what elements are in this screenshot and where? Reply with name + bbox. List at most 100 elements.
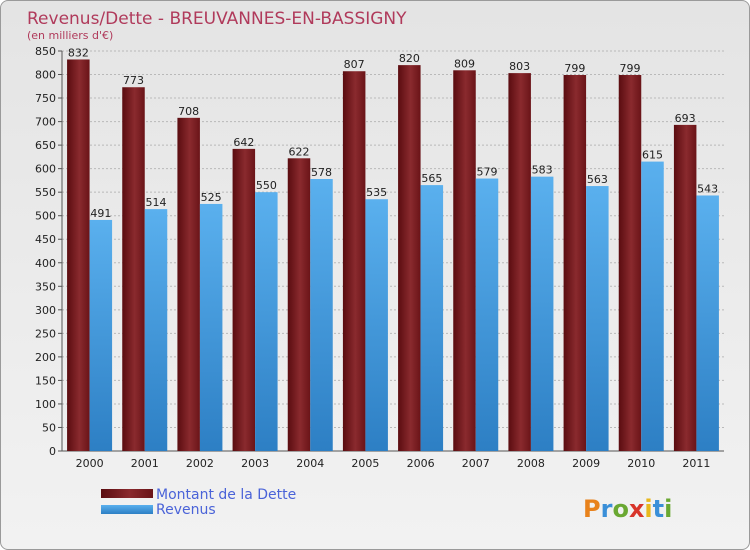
x-tick-label: 2006 xyxy=(407,457,435,470)
bar-revenus-2011 xyxy=(696,195,719,451)
legend-label-debt: Montant de la Dette xyxy=(156,487,296,503)
bar-revenus-2000 xyxy=(89,219,113,451)
bar-debt-2008 xyxy=(508,73,531,451)
bar-debt-2000 xyxy=(67,59,90,452)
data-label-revenus-2008: 583 xyxy=(532,164,553,177)
bar-revenus-2004 xyxy=(310,179,333,451)
bar-debt-2003 xyxy=(232,148,256,451)
logo-letter: x xyxy=(629,495,645,523)
bar-revenus-2009 xyxy=(586,186,609,451)
x-tick-label: 2008 xyxy=(517,457,545,470)
bar-revenus-2002 xyxy=(199,203,223,451)
x-tick-label: 2009 xyxy=(572,457,600,470)
data-label-revenus-2003: 550 xyxy=(256,179,277,192)
logo-letter: i xyxy=(664,495,672,523)
data-label-debt-2010: 799 xyxy=(620,62,641,75)
logo-letter: r xyxy=(601,495,613,523)
bar-debt-2002 xyxy=(177,117,200,451)
y-tick-label: 800 xyxy=(35,69,56,82)
y-tick-label: 250 xyxy=(35,327,56,340)
bar-revenus-2007 xyxy=(475,178,499,451)
data-label-revenus-2002: 525 xyxy=(201,191,222,204)
data-label-revenus-2000: 491 xyxy=(90,207,111,220)
y-tick-labels: 0 50 100 150 200 250 300 350 400 450 500 550 600 650 7… xyxy=(35,45,56,458)
y-tick-label: 150 xyxy=(35,374,56,387)
bar-revenus-2003 xyxy=(255,192,278,452)
x-tick-label: 2004 xyxy=(296,457,324,470)
bar-debt-2004 xyxy=(287,158,311,451)
x-tick-label: 2001 xyxy=(131,457,159,470)
y-tick-label: 750 xyxy=(35,92,56,105)
bar-debt-2006 xyxy=(398,65,421,451)
axes xyxy=(61,51,724,452)
data-label-revenus-2009: 563 xyxy=(587,173,608,186)
chart-subtitle: (en milliers d'€) xyxy=(27,29,113,42)
y-tick-label: 450 xyxy=(35,233,56,246)
bar-revenus-2005 xyxy=(365,199,388,451)
data-label-debt-2000: 832 xyxy=(68,46,89,59)
bar-debt-2009 xyxy=(563,75,587,451)
x-tick-label: 2002 xyxy=(186,457,214,470)
chart-title: Revenus/Dette - BREUVANNES-EN-BASSIGNY xyxy=(27,9,407,29)
legend-label-revenus: Revenus xyxy=(156,502,216,518)
y-tick-label: 650 xyxy=(35,139,56,152)
data-label-revenus-2006: 565 xyxy=(421,172,442,185)
y-tick-label: 550 xyxy=(35,186,56,199)
x-tick-label: 2010 xyxy=(627,457,655,470)
data-label-debt-2005: 807 xyxy=(344,58,365,71)
y-tick-label: 50 xyxy=(42,421,56,434)
x-tick-label: 2005 xyxy=(351,457,379,470)
y-tick-label: 500 xyxy=(35,210,56,223)
bar-debt-2005 xyxy=(342,71,366,451)
logo-letter: o xyxy=(612,495,629,523)
data-label-debt-2002: 708 xyxy=(178,105,199,118)
bars xyxy=(67,59,719,452)
data-label-revenus-2004: 578 xyxy=(311,166,332,179)
bar-revenus-2008 xyxy=(530,176,554,451)
data-label-debt-2004: 622 xyxy=(289,145,310,158)
x-tick-label: 2000 xyxy=(76,457,104,470)
bar-revenus-2006 xyxy=(420,185,444,451)
x-tick-labels: 2000 2001 2002 2003 2004 2005 2006 2007 2008 2009… xyxy=(76,457,711,470)
y-tick-label: 600 xyxy=(35,163,56,176)
proxiti-logo-text: Proxiti xyxy=(583,495,672,523)
data-label-debt-2009: 799 xyxy=(564,62,585,75)
x-tick-label: 2003 xyxy=(241,457,269,470)
data-label-revenus-2010: 615 xyxy=(642,149,663,162)
bar-revenus-2010 xyxy=(641,161,664,451)
data-label-debt-2011: 693 xyxy=(675,112,696,125)
legend-swatch-revenus xyxy=(101,505,153,514)
data-label-debt-2001: 773 xyxy=(123,74,144,87)
data-label-debt-2003: 642 xyxy=(233,136,254,149)
x-tick-label: 2011 xyxy=(682,457,710,470)
data-label-debt-2006: 820 xyxy=(399,52,420,65)
y-tick-label: 850 xyxy=(35,45,56,58)
bar-debt-2011 xyxy=(673,124,697,451)
bar-debt-2010 xyxy=(618,75,642,451)
y-tick-label: 300 xyxy=(35,304,56,317)
legend: Montant de la Dette Revenus xyxy=(101,487,296,518)
y-tick-label: 350 xyxy=(35,280,56,293)
y-tick-label: 0 xyxy=(49,445,56,458)
data-label-debt-2008: 803 xyxy=(509,60,530,73)
grid-lines xyxy=(58,50,724,452)
bar-debt-2007 xyxy=(453,70,476,451)
y-tick-label: 200 xyxy=(35,351,56,364)
data-label-revenus-2001: 514 xyxy=(146,196,167,209)
bar-revenus-2001 xyxy=(144,209,168,451)
x-tick-label: 2007 xyxy=(462,457,490,470)
bar-debt-2001 xyxy=(122,87,145,451)
y-tick-label: 100 xyxy=(35,398,56,411)
logo-letter: i xyxy=(644,495,652,523)
legend-swatch-debt xyxy=(101,489,153,498)
logo-letter: t xyxy=(653,495,664,523)
proxiti-logo: Proxiti xyxy=(583,495,672,523)
data-label-revenus-2007: 579 xyxy=(477,166,498,179)
y-tick-label: 700 xyxy=(35,116,56,129)
y-tick-label: 400 xyxy=(35,257,56,270)
logo-letter: P xyxy=(583,495,601,523)
data-label-revenus-2011: 543 xyxy=(697,182,718,195)
